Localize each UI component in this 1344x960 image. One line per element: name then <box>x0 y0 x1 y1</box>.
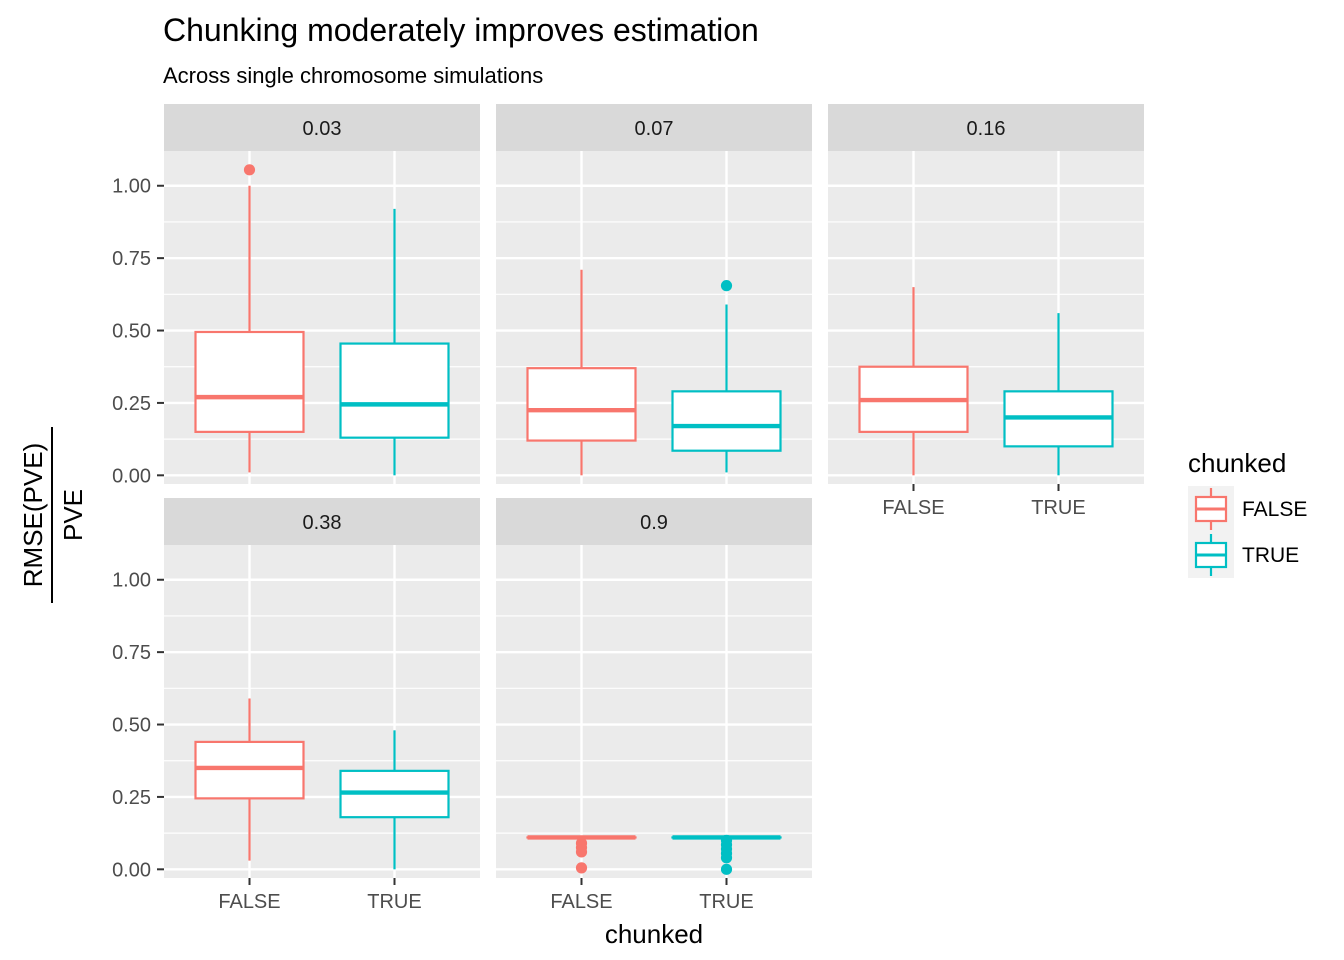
box-false <box>194 698 305 861</box>
outlier-point <box>720 852 733 864</box>
facet-strip <box>496 498 812 545</box>
facet-strip <box>164 104 480 151</box>
y-tick-label: 0.25 <box>112 787 151 809</box>
box-false <box>194 164 305 473</box>
box-iqr <box>194 330 305 433</box>
box-true <box>339 208 450 476</box>
box-true <box>339 730 450 870</box>
x-tick-label: TRUE <box>1031 497 1085 519</box>
legend-label: FALSE <box>1242 498 1307 521</box>
y-tick-label: 0.50 <box>112 715 151 737</box>
box-true <box>671 834 782 875</box>
facet-strip <box>828 104 1144 151</box>
legend-title: chunked <box>1188 448 1286 478</box>
y-axis-title-numerator: RMSE(PVE) <box>18 443 48 587</box>
box-false <box>526 269 637 476</box>
legend: chunked FALSE TRUE <box>1188 448 1307 578</box>
facet-panel-0-16: 0.16 FALSE TRUE <box>828 104 1144 519</box>
chart-title: Chunking moderately improves estimation <box>163 12 759 48</box>
outlier-point <box>575 846 588 858</box>
box-false <box>858 287 969 476</box>
facet-panel-0-38: 0.38 0.00 0.25 0.50 0.75 1.00 FALSE TRUE <box>112 498 480 913</box>
outlier-point <box>720 280 733 292</box>
y-tick-label: 0.50 <box>112 321 151 343</box>
y-tick-label: 0.75 <box>112 642 151 664</box>
facet-panel-0-07: 0.07 <box>496 104 812 484</box>
y-tick-label: 1.00 <box>112 176 151 198</box>
facet-strip-label: 0.03 <box>303 118 342 140</box>
box-true <box>1003 313 1114 476</box>
legend-entry-true: TRUE <box>1188 532 1299 578</box>
box-true <box>671 280 782 473</box>
panel-background <box>164 545 480 878</box>
facet-strip <box>164 498 480 545</box>
legend-entry-false: FALSE <box>1188 486 1307 532</box>
facet-panels: 0.03 0.00 0.25 0.50 0.75 1.00 0.07 0.16 FALSE TRU… <box>112 104 1144 913</box>
x-axis-title: chunked <box>605 919 703 949</box>
facet-strip-label: 0.9 <box>640 512 668 534</box>
outlier-point <box>720 863 733 875</box>
facet-panel-0-03: 0.03 0.00 0.25 0.50 0.75 1.00 <box>112 104 480 487</box>
y-tick-label: 0.00 <box>112 859 151 881</box>
x-tick-label: TRUE <box>699 891 753 913</box>
y-axis-title: RMSE(PVE) PVE <box>18 427 88 603</box>
facet-strip-label: 0.38 <box>303 512 342 534</box>
box-false <box>526 835 637 874</box>
facet-strip-label: 0.07 <box>635 118 674 140</box>
x-tick-label: FALSE <box>218 891 280 913</box>
facet-strip-label: 0.16 <box>967 118 1006 140</box>
outlier-point <box>243 164 256 176</box>
chart-subtitle: Across single chromosome simulations <box>163 63 543 88</box>
panel-background <box>496 545 812 878</box>
x-tick-label: FALSE <box>882 497 944 519</box>
y-tick-label: 0.00 <box>112 465 151 487</box>
box-iqr <box>339 342 450 439</box>
box-iqr <box>671 390 782 452</box>
outlier-point <box>575 862 588 874</box>
y-tick-label: 0.25 <box>112 393 151 415</box>
facet-panel-0-9: 0.9 FALSE TRUE <box>496 498 812 913</box>
y-axis-title-denominator: PVE <box>58 489 88 541</box>
y-tick-label: 0.75 <box>112 248 151 270</box>
x-tick-label: FALSE <box>550 891 612 913</box>
box-iqr <box>526 367 637 442</box>
facet-strip <box>496 104 812 151</box>
x-tick-label: TRUE <box>367 891 421 913</box>
legend-label: TRUE <box>1242 544 1299 567</box>
y-tick-label: 1.00 <box>112 570 151 592</box>
